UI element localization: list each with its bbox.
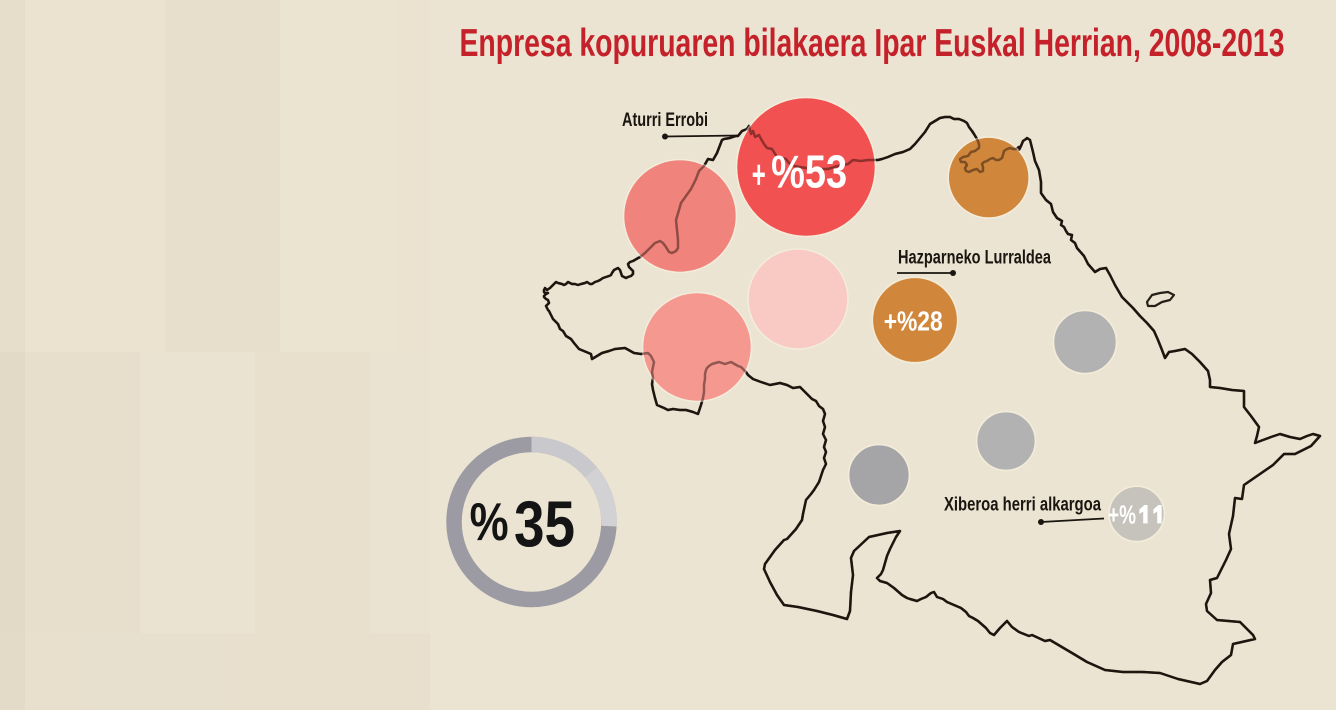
svg-text:+%: +% [1108, 499, 1136, 529]
svg-text:Enpresa kopuruaren bilakaera I: Enpresa kopuruaren bilakaera Ipar Euskal… [460, 22, 1285, 65]
svg-text:+: + [752, 153, 766, 197]
svg-text:Hazparneko Lurraldea: Hazparneko Lurraldea [898, 248, 1051, 269]
svg-text:%53: %53 [771, 146, 847, 198]
svg-text:%: % [470, 493, 509, 552]
svg-text:Xiberoa herri alkargoa: Xiberoa herri alkargoa [944, 495, 1101, 516]
svg-text:+%28: +%28 [884, 305, 943, 336]
svg-text:Aturri Errobi: Aturri Errobi [622, 110, 708, 131]
svg-text:35: 35 [514, 488, 575, 561]
